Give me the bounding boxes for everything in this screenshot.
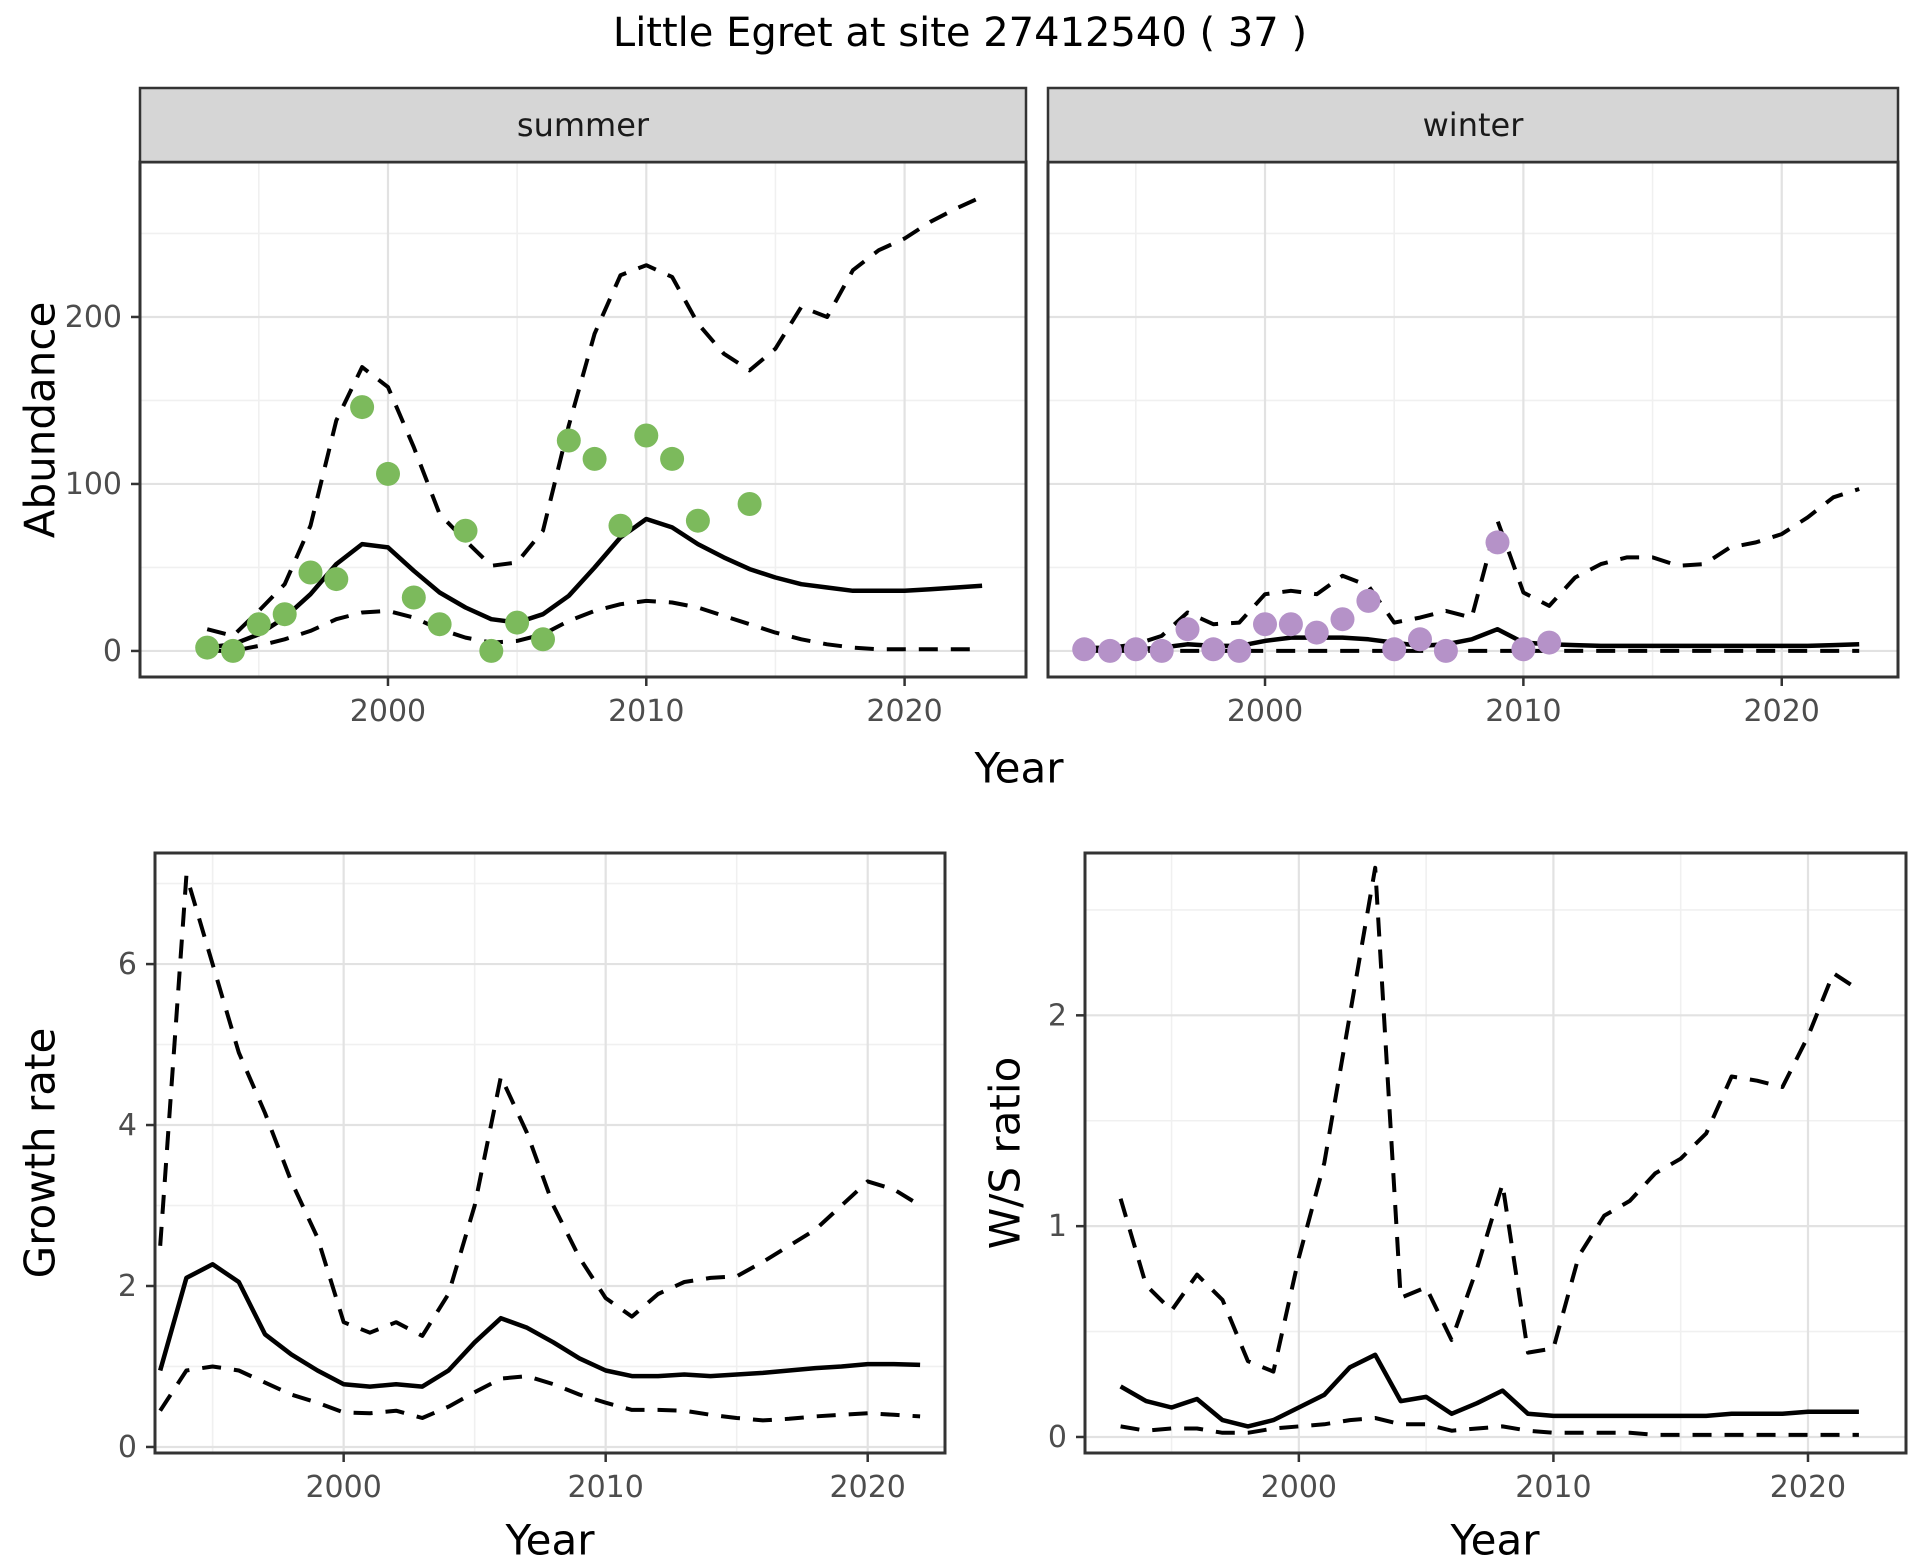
x-tick-label: 2010 bbox=[608, 694, 684, 729]
observed-points bbox=[1072, 530, 1562, 663]
y-axis-title-growth-rate: Growth rate bbox=[15, 1027, 65, 1279]
data-point bbox=[608, 513, 633, 538]
ci-upper-line bbox=[206, 194, 983, 638]
data-point bbox=[350, 395, 375, 420]
data-point bbox=[272, 602, 297, 627]
data-point bbox=[1149, 638, 1174, 663]
y-tick-label: 2 bbox=[118, 1269, 137, 1304]
panel-border bbox=[1083, 851, 1908, 1455]
data-point bbox=[531, 627, 555, 652]
y-tick-label: 0 bbox=[1048, 1420, 1067, 1455]
y-axis-title-ws-ratio: W/S ratio bbox=[980, 1056, 1030, 1250]
data-point bbox=[1408, 627, 1432, 652]
y-tick-label: 1 bbox=[1048, 1209, 1067, 1244]
panel-growth-rate: 2000 2010 2020 0 2 4 6 bbox=[118, 851, 947, 1505]
data-point bbox=[298, 560, 323, 585]
y-tick-label: 2 bbox=[1048, 998, 1067, 1033]
data-point bbox=[221, 638, 245, 663]
data-point bbox=[401, 585, 426, 610]
panel-abundance-winter: 2000 2010 2020 bbox=[1046, 86, 1900, 729]
data-point bbox=[1382, 637, 1407, 662]
data-point bbox=[660, 446, 685, 471]
data-point bbox=[1227, 638, 1252, 663]
data-point bbox=[1356, 588, 1381, 613]
y-tick-label: 100 bbox=[65, 467, 122, 502]
panel-border bbox=[153, 851, 947, 1455]
data-point bbox=[556, 428, 581, 453]
y-axis-title-abundance: Abundance bbox=[15, 301, 65, 539]
data-point bbox=[1123, 637, 1148, 662]
x-tick-label: 2020 bbox=[1770, 1470, 1846, 1505]
data-point bbox=[324, 567, 349, 592]
ci-lower-line bbox=[158, 1364, 921, 1423]
data-point bbox=[376, 461, 400, 486]
data-point bbox=[1330, 607, 1355, 632]
x-tick-label: 2010 bbox=[1515, 1470, 1591, 1505]
x-tick-label: 2010 bbox=[568, 1470, 644, 1505]
x-tick-label: 2020 bbox=[830, 1470, 906, 1505]
data-point bbox=[1072, 637, 1097, 662]
x-axis-title-year-ws: Year bbox=[1450, 1515, 1540, 1560]
data-point bbox=[582, 446, 607, 471]
fitted-line bbox=[158, 1262, 921, 1389]
data-point bbox=[246, 612, 271, 637]
x-tick-label: 2010 bbox=[1485, 694, 1561, 729]
data-point bbox=[1511, 637, 1536, 662]
data-point bbox=[1537, 630, 1562, 655]
facet-strip bbox=[138, 86, 1028, 164]
data-point bbox=[737, 492, 762, 516]
data-point bbox=[685, 508, 710, 533]
ci-upper-line bbox=[1084, 487, 1860, 650]
data-point bbox=[427, 612, 452, 637]
y-tick-label: 0 bbox=[118, 1430, 137, 1465]
fitted-line bbox=[1119, 1352, 1859, 1429]
x-tick-label: 2020 bbox=[866, 694, 942, 729]
x-tick-label: 2000 bbox=[305, 1470, 381, 1505]
y-tick-label: 0 bbox=[103, 634, 122, 669]
y-tick-label: 6 bbox=[118, 947, 137, 982]
data-point bbox=[1175, 617, 1200, 642]
ci-lower-line bbox=[1120, 1416, 1859, 1437]
ci-upper-line bbox=[158, 873, 922, 1338]
x-tick-label: 2000 bbox=[1261, 1470, 1337, 1505]
data-point bbox=[195, 635, 220, 660]
data-point bbox=[1278, 612, 1303, 637]
facet-strip bbox=[1046, 86, 1900, 164]
data-point bbox=[1253, 612, 1277, 637]
facet-strip-winter-label: winter bbox=[1422, 106, 1524, 144]
y-tick-label: 200 bbox=[65, 300, 122, 335]
data-point bbox=[453, 518, 478, 543]
data-point bbox=[1201, 637, 1226, 662]
x-tick-label: 2000 bbox=[350, 694, 426, 729]
data-point bbox=[1098, 638, 1122, 663]
data-point bbox=[505, 610, 530, 635]
x-axis-title-year-top: Year bbox=[974, 743, 1064, 793]
data-point bbox=[479, 638, 504, 663]
x-tick-label: 2020 bbox=[1744, 694, 1820, 729]
x-axis-title-year-growth: Year bbox=[505, 1515, 595, 1560]
facet-strip-summer-label: summer bbox=[516, 106, 650, 144]
data-point bbox=[1433, 638, 1458, 663]
data-point bbox=[1485, 530, 1510, 555]
panel-abundance-summer: 2000 2010 2020 0 100 200 bbox=[65, 86, 1028, 729]
data-point bbox=[634, 423, 659, 448]
fitted-line bbox=[206, 516, 983, 650]
ci-lower-line bbox=[207, 598, 983, 653]
x-tick-label: 2000 bbox=[1227, 694, 1303, 729]
y-tick-label: 4 bbox=[118, 1108, 137, 1143]
data-point bbox=[1304, 620, 1329, 645]
panel-ws-ratio: 2000 2010 2020 0 1 2 bbox=[1048, 851, 1908, 1505]
figure-title: Little Egret at site 27412540 ( 37 ) bbox=[612, 10, 1308, 56]
observed-points bbox=[195, 395, 762, 663]
ci-upper-line bbox=[1118, 865, 1861, 1374]
